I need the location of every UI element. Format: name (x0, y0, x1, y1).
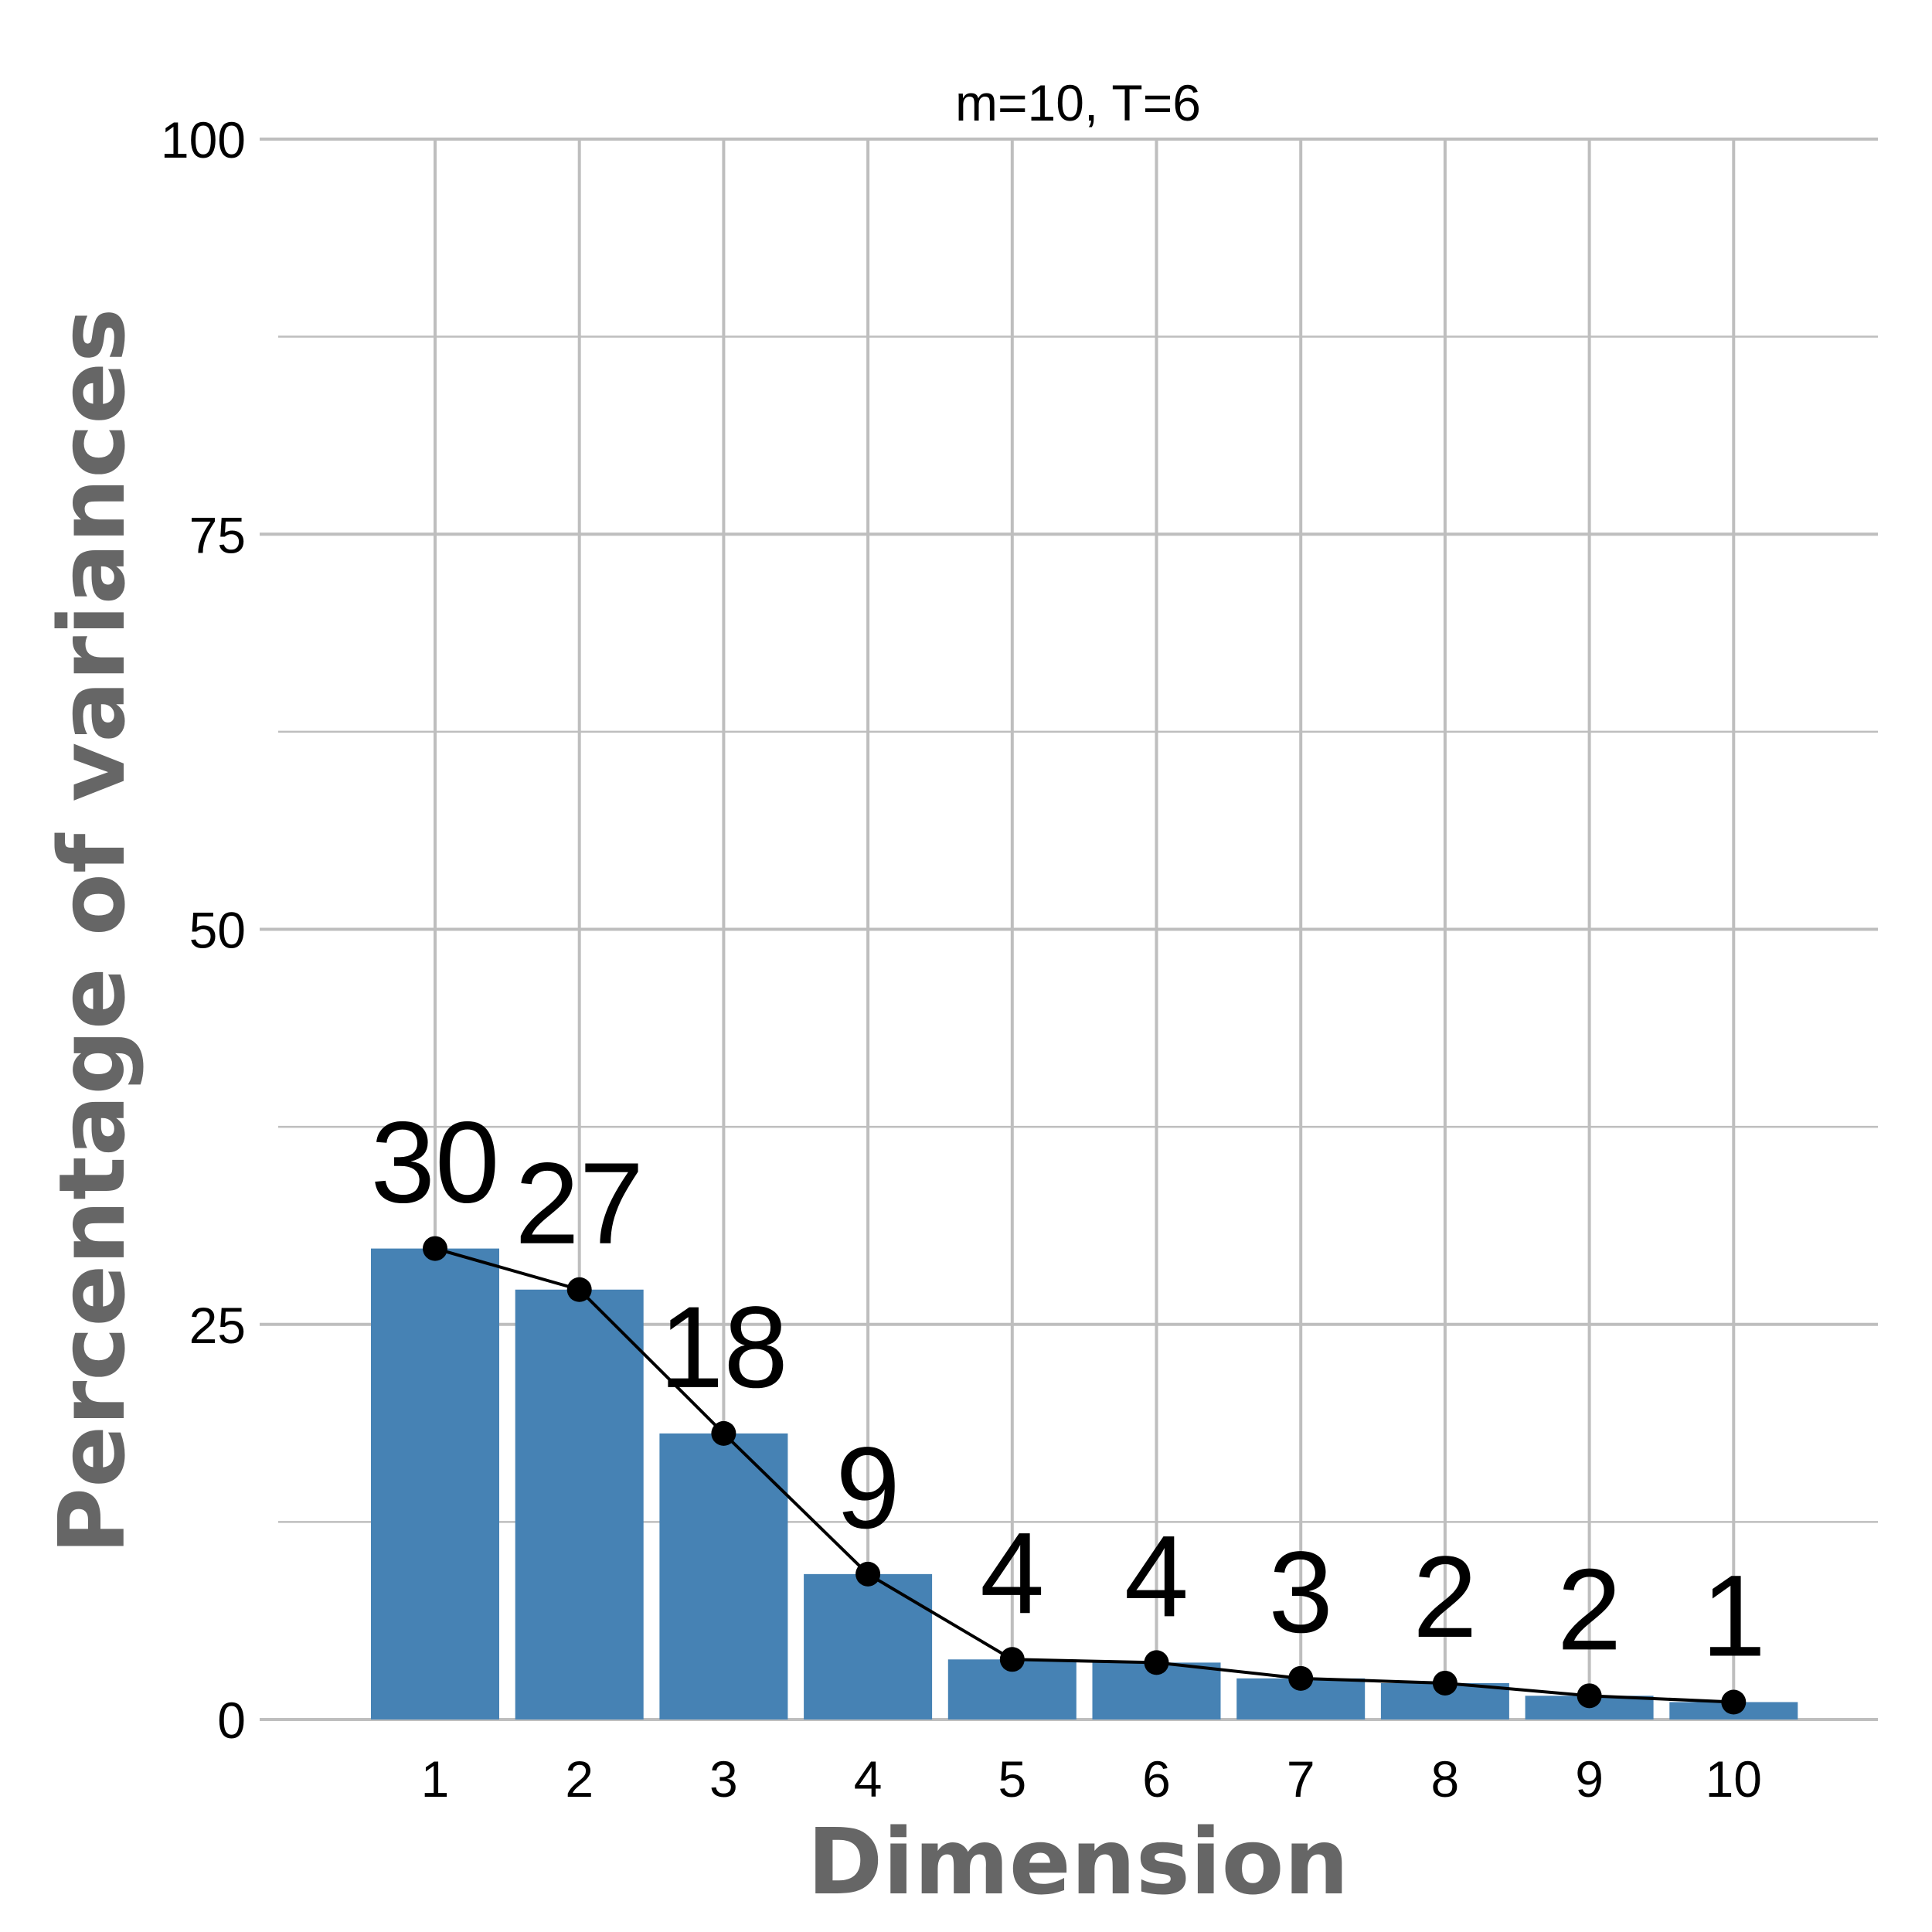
x-tick-label: 10 (1706, 1750, 1762, 1808)
y-tick-label: 75 (189, 506, 246, 563)
x-tick-label: 3 (709, 1750, 738, 1808)
x-tick-label: 9 (1575, 1750, 1604, 1808)
x-tick-label: 2 (565, 1750, 594, 1808)
trend-point (1577, 1683, 1602, 1709)
x-axis-title: Dimension (807, 1808, 1349, 1915)
x-tick-label: 8 (1431, 1750, 1460, 1808)
y-tick-label: 50 (189, 902, 246, 959)
data-label: 3 (1268, 1527, 1332, 1657)
trend-point (1288, 1665, 1314, 1691)
data-label: 2 (1557, 1544, 1621, 1674)
trend-point (1144, 1650, 1169, 1675)
bar (804, 1573, 933, 1719)
data-label: 4 (980, 1508, 1044, 1638)
trend-point (999, 1647, 1025, 1672)
data-label: 18 (659, 1282, 788, 1412)
y-tick-label: 0 (217, 1692, 246, 1749)
bar (371, 1248, 499, 1719)
data-label: 9 (835, 1423, 900, 1553)
y-tick-label: 100 (161, 111, 246, 168)
bar (515, 1289, 644, 1719)
data-label: 2 (1413, 1532, 1477, 1662)
y-tick-label: 25 (189, 1297, 246, 1354)
trend-line (434, 1247, 1734, 1704)
trend-points (423, 1236, 1747, 1715)
trend-line-path (434, 1247, 1734, 1704)
data-label: 1 (1702, 1551, 1766, 1681)
data-label: 30 (371, 1097, 500, 1227)
x-tick-label: 5 (998, 1750, 1026, 1808)
grid (278, 138, 1878, 1721)
trend-point (855, 1561, 881, 1587)
data-label: 4 (1124, 1511, 1189, 1641)
x-tick-label: 6 (1142, 1750, 1171, 1808)
trend-point (711, 1420, 736, 1446)
data-label: 27 (515, 1138, 644, 1268)
trend-point (566, 1277, 592, 1302)
x-tick-label: 7 (1287, 1750, 1315, 1808)
bar (659, 1433, 788, 1719)
chart-title: m=10, T=6 (955, 74, 1201, 131)
trend-point (423, 1236, 447, 1261)
x-tick-label: 1 (421, 1750, 450, 1808)
trend-point (1432, 1670, 1458, 1696)
x-tick-label: 4 (854, 1750, 883, 1808)
y-axis-title: Percentage of variances (39, 308, 145, 1555)
trend-point (1721, 1689, 1747, 1715)
bars (371, 1248, 1798, 1719)
